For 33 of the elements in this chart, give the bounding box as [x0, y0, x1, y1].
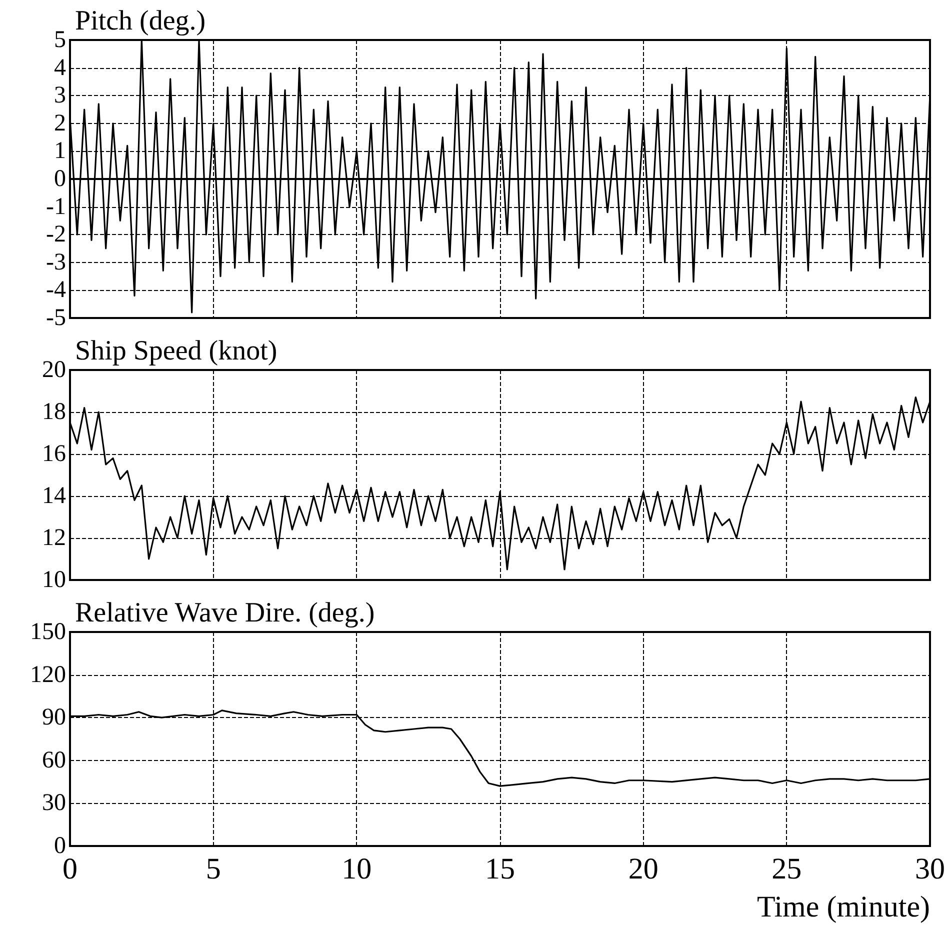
y-tick-label: 90	[42, 704, 66, 731]
y-tick-label: 120	[30, 662, 66, 688]
y-tick-label: 12	[42, 525, 66, 551]
y-tick-label: 14	[42, 483, 66, 509]
chart-title: Relative Wave Dire. (deg.)	[75, 598, 375, 628]
x-tick-label: 25	[772, 852, 802, 886]
x-tick-label: 10	[342, 852, 372, 886]
chart-title: Pitch (deg.)	[75, 6, 206, 36]
y-tick-label: -5	[46, 305, 66, 331]
y-tick-label: 60	[42, 747, 66, 774]
y-tick-label: 150	[30, 619, 66, 645]
y-tick-label: 2	[54, 110, 66, 136]
y-tick-label: 16	[42, 441, 66, 467]
y-tick-label: -2	[46, 222, 66, 248]
y-tick-label: 18	[42, 399, 66, 425]
y-tick-label: 10	[42, 567, 66, 593]
y-tick-label: 3	[54, 82, 66, 109]
y-tick-label: 0	[54, 833, 66, 859]
y-tick-label: 0	[54, 166, 66, 192]
y-tick-label: 1	[54, 138, 66, 164]
x-tick-label: 5	[206, 852, 221, 886]
y-tick-label: 5	[54, 27, 66, 53]
chart-title: Ship Speed (knot)	[75, 336, 278, 366]
x-axis-title: Time (minute)	[756, 890, 930, 924]
y-tick-label: -1	[46, 194, 66, 220]
y-tick-label: 30	[42, 790, 66, 816]
x-tick-label: 15	[485, 852, 515, 886]
x-tick-label: 30	[915, 852, 945, 886]
y-tick-label: 20	[42, 357, 66, 383]
y-tick-label: -3	[46, 249, 66, 276]
x-tick-label: 20	[628, 852, 658, 886]
y-tick-label: -4	[46, 277, 66, 304]
y-tick-label: 4	[54, 54, 66, 81]
